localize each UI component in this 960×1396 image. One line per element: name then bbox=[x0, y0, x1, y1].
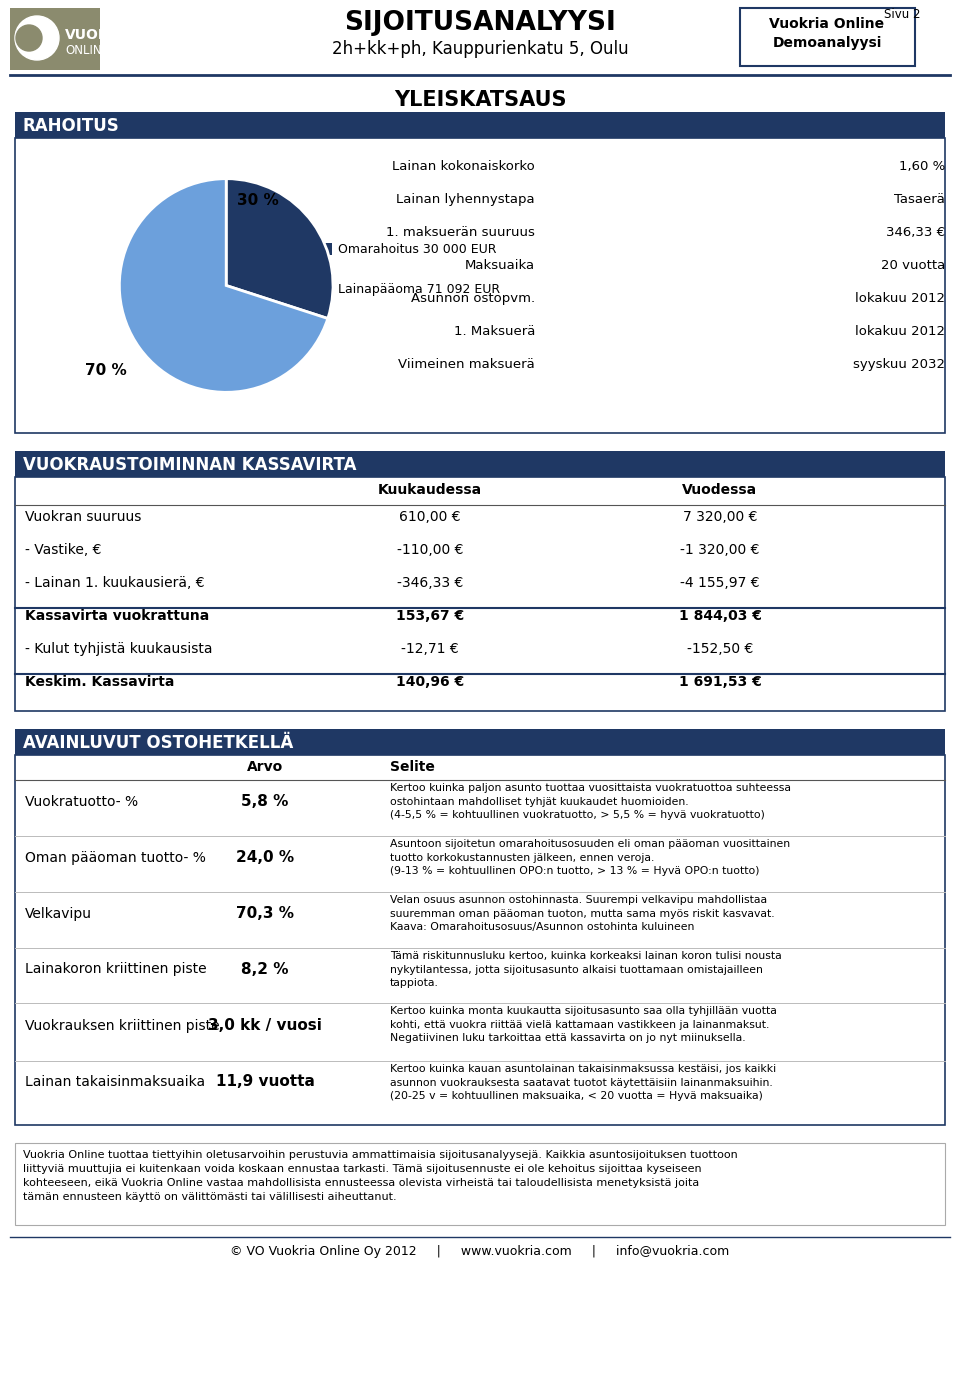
Text: Oman pääoman tuotto- %: Oman pääoman tuotto- % bbox=[25, 852, 205, 866]
Bar bbox=[15, 729, 945, 755]
Bar bbox=[15, 451, 945, 477]
Text: Kertoo kuinka paljon asunto tuottaa vuosittaista vuokratuottoa suhteessa
ostohin: Kertoo kuinka paljon asunto tuottaa vuos… bbox=[390, 783, 791, 821]
Text: Vuokrauksen kriittinen piste: Vuokrauksen kriittinen piste bbox=[25, 1019, 220, 1033]
Text: Velan osuus asunnon ostohinnasta. Suurempi velkavipu mahdollistaa
suuremman oman: Velan osuus asunnon ostohinnasta. Suurem… bbox=[390, 895, 775, 933]
Bar bbox=[15, 112, 945, 138]
Text: Lainan kokonaiskorko: Lainan kokonaiskorko bbox=[393, 161, 535, 173]
Text: 140,96 €: 140,96 € bbox=[396, 676, 464, 690]
Text: Sivu 2: Sivu 2 bbox=[883, 8, 920, 21]
Wedge shape bbox=[227, 179, 333, 318]
Text: AVAINLUVUT OSTOHETKELLÄ: AVAINLUVUT OSTOHETKELLÄ bbox=[23, 734, 293, 752]
Text: Maksuaika: Maksuaika bbox=[465, 260, 535, 272]
Text: Omarahoitus 30 000 EUR: Omarahoitus 30 000 EUR bbox=[338, 243, 496, 255]
Text: Asunnon ostopvm.: Asunnon ostopvm. bbox=[411, 292, 535, 304]
Text: 8,2 %: 8,2 % bbox=[241, 962, 289, 977]
Text: Vuokria Online tuottaa tiettyihin oletusarvoihin perustuvia ammattimaisia sijoit: Vuokria Online tuottaa tiettyihin oletus… bbox=[23, 1150, 737, 1202]
Text: -346,33 €: -346,33 € bbox=[396, 577, 463, 591]
Text: SIJOITUSANALYYSI: SIJOITUSANALYYSI bbox=[344, 10, 616, 36]
Text: 24,0 %: 24,0 % bbox=[236, 850, 294, 866]
Text: 1 691,53 €: 1 691,53 € bbox=[679, 676, 761, 690]
Text: -12,71 €: -12,71 € bbox=[401, 642, 459, 656]
Text: YLEISKATSAUS: YLEISKATSAUS bbox=[394, 89, 566, 110]
Text: 2h+kk+ph, Kauppurienkatu 5, Oulu: 2h+kk+ph, Kauppurienkatu 5, Oulu bbox=[332, 40, 628, 59]
Bar bbox=[15, 477, 945, 711]
Circle shape bbox=[15, 15, 59, 60]
Text: Demoanalyysi: Demoanalyysi bbox=[772, 36, 881, 50]
Text: Kertoo kuinka kauan asuntolainan takaisinmaksussa kestäisi, jos kaikki
asunnon v: Kertoo kuinka kauan asuntolainan takaisi… bbox=[390, 1064, 776, 1101]
Text: 20 vuotta: 20 vuotta bbox=[880, 260, 945, 272]
Text: Vuokria Online: Vuokria Online bbox=[769, 17, 884, 31]
Text: 5,8 %: 5,8 % bbox=[241, 794, 289, 810]
Text: - Lainan 1. kuukausierä, €: - Lainan 1. kuukausierä, € bbox=[25, 577, 204, 591]
Text: 1. maksuerän suuruus: 1. maksuerän suuruus bbox=[386, 226, 535, 239]
Text: VUOKRAUSTOIMINNAN KASSAVIRTA: VUOKRAUSTOIMINNAN KASSAVIRTA bbox=[23, 456, 356, 475]
Text: © VO Vuokria Online Oy 2012     |     www.vuokria.com     |     info@vuokria.com: © VO Vuokria Online Oy 2012 | www.vuokri… bbox=[230, 1245, 730, 1258]
Text: - Kulut tyhjistä kuukausista: - Kulut tyhjistä kuukausista bbox=[25, 642, 212, 656]
Bar bbox=[15, 1143, 945, 1226]
Text: Lainan lyhennystapa: Lainan lyhennystapa bbox=[396, 193, 535, 207]
Text: Vuodessa: Vuodessa bbox=[683, 483, 757, 497]
Text: Selite: Selite bbox=[390, 759, 435, 773]
Text: Viimeinen maksuerä: Viimeinen maksuerä bbox=[398, 357, 535, 371]
Text: -110,00 €: -110,00 € bbox=[396, 543, 463, 557]
Text: Kertoo kuinka monta kuukautta sijoitusasunto saa olla tyhjillään vuotta
kohti, e: Kertoo kuinka monta kuukautta sijoitusas… bbox=[390, 1007, 777, 1043]
Text: 11,9 vuotta: 11,9 vuotta bbox=[216, 1075, 315, 1089]
Text: Lainapääoma 71 092 EUR: Lainapääoma 71 092 EUR bbox=[338, 283, 500, 296]
Text: Tasaerä: Tasaerä bbox=[894, 193, 945, 207]
Text: Lainakoron kriittinen piste: Lainakoron kriittinen piste bbox=[25, 962, 206, 976]
Text: 346,33 €: 346,33 € bbox=[886, 226, 945, 239]
Text: 1,60 %: 1,60 % bbox=[899, 161, 945, 173]
Text: 153,67 €: 153,67 € bbox=[396, 609, 464, 623]
Text: Asuntoon sijoitetun omarahoitusosuuden eli oman pääoman vuosittainen
tuotto kork: Asuntoon sijoitetun omarahoitusosuuden e… bbox=[390, 839, 790, 877]
Text: 3,0 kk / vuosi: 3,0 kk / vuosi bbox=[208, 1019, 322, 1033]
Text: Velkavipu: Velkavipu bbox=[25, 907, 92, 921]
Text: lokakuu 2012: lokakuu 2012 bbox=[855, 325, 945, 338]
Text: ONLINE: ONLINE bbox=[65, 45, 109, 57]
Text: Keskim. Kassavirta: Keskim. Kassavirta bbox=[25, 676, 175, 690]
Bar bbox=[10, 8, 100, 70]
Text: RAHOITUS: RAHOITUS bbox=[23, 117, 120, 135]
Text: VUOKRIA: VUOKRIA bbox=[65, 28, 136, 42]
Text: - Vastike, €: - Vastike, € bbox=[25, 543, 102, 557]
Circle shape bbox=[16, 25, 42, 52]
Text: 610,00 €: 610,00 € bbox=[399, 510, 461, 524]
Text: 70,3 %: 70,3 % bbox=[236, 906, 294, 921]
Text: lokakuu 2012: lokakuu 2012 bbox=[855, 292, 945, 304]
Text: 30 %: 30 % bbox=[237, 193, 279, 208]
Text: -1 320,00 €: -1 320,00 € bbox=[681, 543, 759, 557]
Text: 7 320,00 €: 7 320,00 € bbox=[683, 510, 757, 524]
Text: syyskuu 2032: syyskuu 2032 bbox=[853, 357, 945, 371]
Text: -152,50 €: -152,50 € bbox=[686, 642, 754, 656]
Text: Vuokratuotto- %: Vuokratuotto- % bbox=[25, 794, 138, 810]
Text: 1. Maksuerä: 1. Maksuerä bbox=[454, 325, 535, 338]
Bar bbox=[740, 8, 915, 66]
Text: Kuukaudessa: Kuukaudessa bbox=[378, 483, 482, 497]
Wedge shape bbox=[119, 179, 327, 392]
Bar bbox=[320, 283, 332, 295]
Text: Arvo: Arvo bbox=[247, 759, 283, 773]
Text: Kassavirta vuokrattuna: Kassavirta vuokrattuna bbox=[25, 609, 209, 623]
Text: Tämä riskitunnusluku kertoo, kuinka korkeaksi lainan koron tulisi nousta
nykytil: Tämä riskitunnusluku kertoo, kuinka kork… bbox=[390, 951, 781, 988]
Bar bbox=[320, 243, 332, 255]
Text: 1 844,03 €: 1 844,03 € bbox=[679, 609, 761, 623]
Text: Vuokran suuruus: Vuokran suuruus bbox=[25, 510, 141, 524]
Text: -4 155,97 €: -4 155,97 € bbox=[681, 577, 759, 591]
Text: Lainan takaisinmaksuaika: Lainan takaisinmaksuaika bbox=[25, 1075, 205, 1089]
Bar bbox=[15, 755, 945, 1125]
Text: 70 %: 70 % bbox=[85, 363, 127, 378]
Bar bbox=[15, 138, 945, 433]
